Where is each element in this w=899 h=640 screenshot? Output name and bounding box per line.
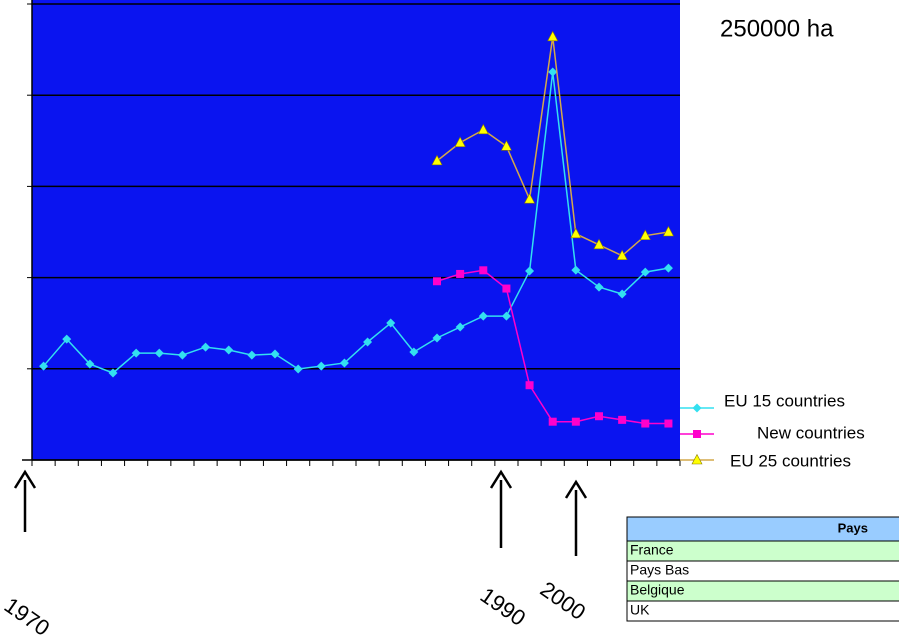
marker (478, 311, 488, 321)
marker (692, 403, 702, 413)
marker (640, 267, 650, 277)
marker (85, 359, 95, 369)
marker (571, 417, 580, 426)
marker (548, 67, 558, 77)
marker (108, 368, 118, 378)
plot-area (32, 0, 680, 460)
marker (662, 225, 674, 237)
annotation: 1970 (0, 592, 54, 640)
marker (247, 350, 257, 360)
marker (618, 415, 627, 424)
marker (524, 193, 536, 204)
marker (594, 282, 604, 292)
marker (593, 238, 605, 250)
marker (224, 345, 234, 355)
legend-label: New countries (757, 423, 865, 442)
legend-label: EU 15 countries (724, 391, 845, 410)
marker (39, 361, 49, 371)
table-row (626, 600, 899, 622)
marker (293, 364, 303, 374)
annotation: 2000 (536, 576, 590, 625)
marker (571, 265, 581, 275)
marker (570, 227, 582, 239)
marker (456, 269, 465, 278)
marker (479, 266, 488, 275)
marker (62, 334, 72, 344)
marker (617, 289, 627, 299)
marker (386, 318, 396, 328)
marker (270, 349, 280, 359)
table: Pays France Pays Bas Belgique UK (626, 516, 899, 622)
marker (454, 136, 466, 147)
table-header-text: Pays (838, 520, 868, 535)
chart-title: 250000 ha (720, 15, 834, 42)
marker (691, 453, 703, 465)
marker (154, 348, 164, 358)
marker (432, 333, 442, 343)
table-cell: Belgique (630, 582, 685, 598)
arrows (13, 469, 588, 556)
marker (501, 311, 511, 321)
marker (547, 30, 559, 42)
marker (477, 123, 489, 135)
marker (131, 348, 141, 358)
marker (455, 322, 465, 332)
marker (431, 154, 443, 166)
marker (177, 350, 187, 360)
marker (548, 417, 557, 426)
marker (664, 419, 673, 428)
marker (363, 337, 373, 347)
marker (525, 381, 534, 390)
marker (525, 266, 535, 276)
marker (693, 430, 701, 438)
table-cell: Pays Bas (630, 562, 689, 578)
table-cell: France (630, 542, 674, 558)
marker (339, 358, 349, 368)
marker (201, 342, 211, 352)
marker (433, 277, 441, 286)
marker (502, 284, 511, 293)
table-header (626, 516, 899, 542)
series-line (43, 71, 669, 374)
marker (316, 361, 326, 371)
annotation: 1990 (476, 582, 530, 631)
marker (639, 229, 651, 240)
marker (641, 419, 650, 428)
marker (663, 263, 673, 273)
marker (595, 412, 603, 421)
marker (616, 249, 628, 261)
legend-label: EU 25 countries (730, 451, 851, 470)
marker (500, 140, 512, 151)
table-cell: UK (630, 602, 650, 618)
marker (409, 347, 419, 357)
